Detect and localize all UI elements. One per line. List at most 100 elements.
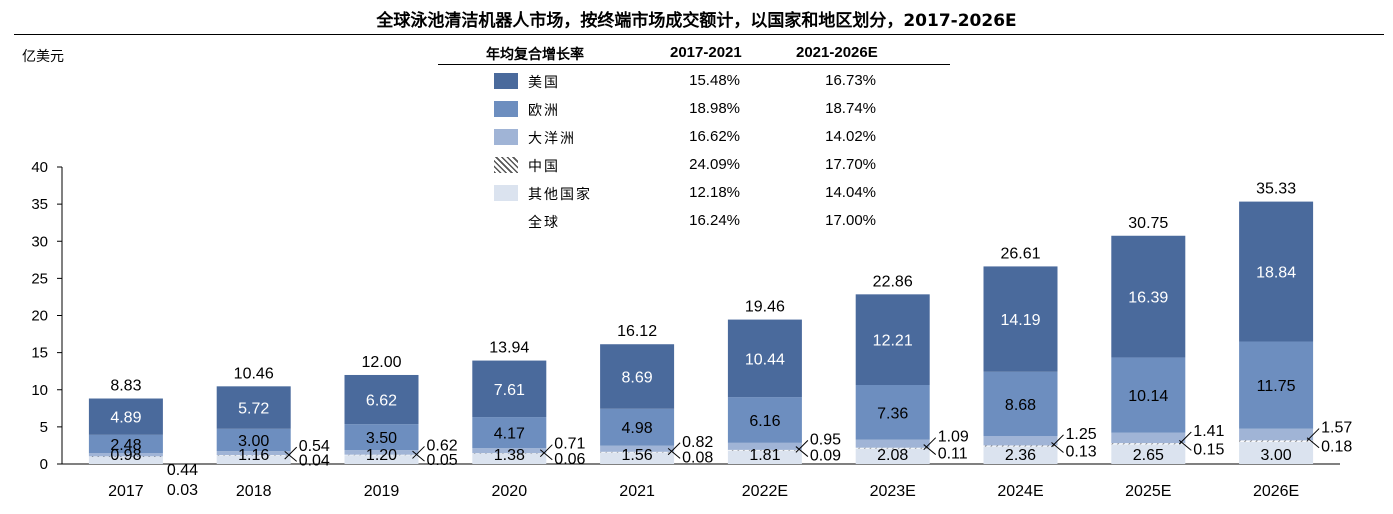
bar-segment-oceania xyxy=(600,445,675,452)
bar-segment-oceania xyxy=(344,450,419,455)
bar-value-label-china: 0.06 xyxy=(554,451,585,468)
bar-value-label-china: 0.15 xyxy=(1193,441,1224,458)
bar-value-label-other: 1.56 xyxy=(622,447,653,464)
y-tick-label: 0 xyxy=(40,456,48,473)
cagr-table: 年均复合增长率 2017-2021 2021-2026E 美国 15.48% 1… xyxy=(438,40,950,235)
leader-line-china xyxy=(1178,439,1192,451)
bar-segment-other xyxy=(600,452,675,464)
bar-segment-europe xyxy=(600,408,675,446)
cagr-value: 18.74% xyxy=(825,100,876,117)
bar-value-label-china: 0.11 xyxy=(938,446,968,463)
leader-line-china xyxy=(795,446,809,457)
x-tick-label: 2019 xyxy=(364,483,400,500)
bar-segment-china xyxy=(1239,440,1314,442)
bar-value-label-china: 0.04 xyxy=(299,452,330,469)
bar-segment-oceania xyxy=(855,439,930,448)
bar-value-label-europe: 8.68 xyxy=(1005,397,1036,414)
cagr-row-label: 全球 xyxy=(528,215,560,231)
cagr-header-label: 年均复合增长率 xyxy=(486,47,584,63)
x-tick-label: 2017 xyxy=(108,483,144,500)
cagr-row-us: 美国 15.48% 16.73% xyxy=(438,67,950,95)
bar-segment-us xyxy=(1111,235,1186,358)
bar-segment-us xyxy=(344,374,419,425)
bar-segment-other xyxy=(472,453,547,464)
cagr-period-2: 2021-2026E xyxy=(796,44,878,61)
bar-segment-oceania xyxy=(472,448,547,454)
bar-value-label-other: 2.36 xyxy=(1005,447,1036,464)
cagr-row-europe: 欧洲 18.98% 18.74% xyxy=(438,95,950,123)
bar-value-label-europe: 3.50 xyxy=(366,430,397,447)
leader-line-china xyxy=(667,448,681,459)
bar-segment-us xyxy=(1239,201,1314,342)
bar-value-label-other: 3.00 xyxy=(1261,447,1292,464)
bar-value-label-china: 0.08 xyxy=(682,449,713,466)
cagr-value: 17.00% xyxy=(825,212,876,229)
bar-segment-us xyxy=(472,360,547,418)
total-label: 35.33 xyxy=(1256,181,1296,198)
bar-segment-europe xyxy=(1239,341,1314,429)
cagr-value: 12.18% xyxy=(689,184,740,201)
bar-value-label-oceania: 0.54 xyxy=(299,438,330,455)
cagr-table-header: 年均复合增长率 2017-2021 2021-2026E xyxy=(438,40,950,65)
bar-value-label-other: 2.65 xyxy=(1133,447,1164,464)
leader-line-china xyxy=(539,449,553,461)
cagr-table-body: 美国 15.48% 16.73% 欧洲 18.98% 18.74% 大洋洲 16… xyxy=(438,65,950,235)
bar-segment-europe xyxy=(88,434,163,454)
cagr-value: 14.04% xyxy=(825,184,876,201)
bar-segment-us xyxy=(727,319,802,398)
cagr-value: 16.73% xyxy=(825,72,876,89)
legend-swatch-us xyxy=(494,73,518,89)
legend-swatch-other xyxy=(494,185,518,201)
bar-segment-oceania xyxy=(1239,428,1314,441)
bar-value-label-europe: 3.00 xyxy=(238,433,269,450)
x-tick-label: 2018 xyxy=(236,483,272,500)
leader-line-oceania xyxy=(284,446,298,460)
cagr-row-label: 其他国家 xyxy=(528,187,592,203)
bar-value-label-oceania: 1.09 xyxy=(938,429,969,446)
bar-value-label-china: 0.09 xyxy=(810,448,841,465)
bar-segment-other xyxy=(727,450,802,464)
total-label: 16.12 xyxy=(617,323,657,340)
bar-segment-china xyxy=(472,453,547,454)
cagr-value: 14.02% xyxy=(825,128,876,145)
y-tick-label: 25 xyxy=(31,270,48,287)
leader-line-oceania xyxy=(1306,428,1320,441)
bar-segment-europe xyxy=(1111,357,1186,433)
y-tick-label: 5 xyxy=(40,419,48,436)
total-label: 19.46 xyxy=(745,299,785,316)
cagr-row-global: 全球 16.24% 17.00% xyxy=(438,207,950,235)
bar-segment-us xyxy=(216,386,291,429)
leader-line-china xyxy=(1306,437,1320,449)
leader-line-oceania xyxy=(412,446,425,459)
y-tick-label: 35 xyxy=(31,196,48,213)
bar-segment-oceania xyxy=(88,453,163,457)
bar-segment-other xyxy=(1239,441,1314,464)
cagr-row-china: 中国 24.09% 17.70% xyxy=(438,151,950,179)
leader-line-china xyxy=(923,444,937,455)
bar-segment-china xyxy=(88,456,163,458)
bar-segment-other xyxy=(855,448,930,464)
bar-value-label-europe: 6.16 xyxy=(749,413,780,430)
total-label: 13.94 xyxy=(489,340,529,357)
bar-segment-europe xyxy=(344,424,419,451)
x-tick-label: 2021 xyxy=(619,483,655,500)
bar-segment-europe xyxy=(472,417,547,449)
total-label: 26.61 xyxy=(1000,245,1040,262)
bar-segment-us xyxy=(88,398,163,435)
y-tick-label: 20 xyxy=(31,308,48,325)
bar-value-label-china: 0.03 xyxy=(167,482,198,499)
bar-segment-europe xyxy=(727,397,802,443)
cagr-row-label: 美国 xyxy=(528,75,560,91)
bar-value-label-us: 6.62 xyxy=(366,393,397,410)
bar-segment-other xyxy=(1111,444,1186,464)
bar-value-label-us: 18.84 xyxy=(1256,265,1296,282)
bar-value-label-oceania: 1.25 xyxy=(1066,426,1097,443)
leader-line-oceania xyxy=(795,440,809,453)
leader-line-oceania xyxy=(539,444,553,458)
leader-line-oceania xyxy=(923,437,937,451)
bar-value-label-other: 0.98 xyxy=(110,447,141,464)
cagr-row-label: 大洋洲 xyxy=(528,131,576,147)
bar-value-label-other: 1.16 xyxy=(238,447,269,464)
cagr-row-label: 中国 xyxy=(528,159,560,175)
